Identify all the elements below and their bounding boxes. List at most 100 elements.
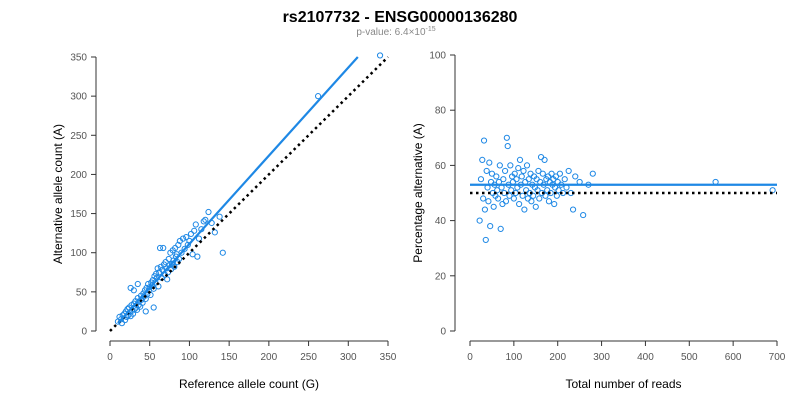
data-point (134, 280, 141, 288)
figure-subtitle: p-value: 6.4×10-15 (356, 26, 435, 38)
data-point (516, 156, 524, 163)
data-point (530, 192, 537, 199)
y-tick-label: 40 (435, 216, 447, 227)
y-tick-label: 100 (429, 51, 446, 62)
data-point (211, 229, 218, 236)
data-point (195, 235, 203, 242)
data-point (183, 233, 190, 241)
data-point (481, 206, 489, 213)
data-point (523, 162, 531, 169)
reference-line (109, 56, 389, 332)
data-point (152, 270, 160, 277)
y-tick-label: 100 (70, 248, 87, 259)
data-point (200, 218, 207, 225)
data-point (504, 142, 511, 150)
data-point (493, 173, 500, 180)
data-point (171, 263, 178, 270)
data-point (150, 285, 157, 292)
data-point (556, 170, 564, 177)
x-tick-label: 100 (181, 352, 198, 363)
y-axis-label: Percentage alternative (A) (411, 123, 425, 262)
data-point (160, 244, 167, 252)
x-tick-label: 50 (144, 352, 156, 363)
data-point (487, 223, 494, 230)
y-tick-label: 80 (435, 106, 447, 117)
x-tick-label: 200 (549, 352, 566, 363)
data-point (130, 287, 137, 294)
y-tick-label: 300 (70, 92, 87, 103)
data-point (179, 235, 187, 242)
data-point (482, 236, 489, 244)
y-tick-label: 250 (70, 131, 87, 142)
data-point (479, 156, 486, 163)
y-tick-label: 20 (435, 271, 447, 282)
x-tick-label: 300 (340, 352, 357, 363)
data-point (521, 206, 528, 213)
data-point (507, 162, 514, 169)
data-point (187, 230, 195, 238)
data-point (503, 134, 510, 141)
data-point (178, 249, 185, 256)
x-tick-label: 0 (467, 352, 473, 363)
data-point (541, 156, 548, 163)
data-point (551, 200, 558, 208)
data-point (520, 167, 527, 175)
data-point (527, 170, 534, 177)
data-point (162, 259, 169, 266)
data-point (548, 170, 555, 177)
data-point (518, 173, 525, 180)
data-point (516, 200, 523, 208)
data-point (494, 195, 502, 202)
x-tick-label: 500 (681, 352, 698, 363)
data-point (561, 176, 568, 183)
x-tick-label: 150 (221, 352, 238, 363)
data-point (535, 167, 542, 175)
x-tick-label: 300 (593, 352, 610, 363)
x-tick-label: 250 (300, 352, 317, 363)
data-point (191, 227, 198, 234)
data-point (483, 167, 490, 175)
data-point (506, 192, 513, 199)
data-point (508, 187, 515, 194)
x-tick-label: 0 (107, 352, 113, 363)
data-point (219, 249, 226, 256)
data-point (510, 195, 517, 202)
x-tick-label: 350 (380, 352, 397, 363)
y-tick-label: 150 (70, 209, 87, 220)
data-point (553, 192, 560, 199)
figure-title: rs2107732 - ENSG00000136280 (283, 9, 518, 26)
data-point (145, 280, 152, 288)
data-point (480, 137, 488, 144)
data-point (139, 299, 146, 306)
data-point (545, 198, 553, 205)
data-point (490, 203, 497, 210)
data-point (565, 167, 572, 175)
fit-line (117, 56, 359, 324)
y-tick-label: 50 (76, 287, 88, 298)
data-point (513, 176, 520, 183)
data-point (181, 245, 188, 252)
data-point (156, 244, 164, 252)
data-point (315, 93, 322, 100)
subtitle-prefix: p-value: 6.4×10 (356, 27, 426, 38)
data-point (477, 176, 485, 183)
data-point (202, 216, 209, 223)
x-tick-label: 200 (261, 352, 278, 363)
y-tick-label: 0 (440, 327, 446, 338)
data-point (189, 251, 196, 258)
subtitle-exponent: -15 (426, 26, 436, 33)
data-point (555, 187, 562, 194)
data-point (769, 187, 776, 194)
x-tick-label: 700 (769, 352, 786, 363)
data-point (216, 213, 223, 220)
x-axis-label: Reference allele count (G) (179, 377, 319, 391)
data-point (524, 195, 531, 202)
data-point (150, 304, 157, 311)
y-tick-label: 60 (435, 161, 447, 172)
data-point (515, 165, 522, 172)
data-point (494, 187, 501, 194)
data-point (480, 195, 487, 202)
data-point (528, 198, 535, 205)
data-point (142, 308, 149, 315)
data-point (589, 170, 596, 177)
